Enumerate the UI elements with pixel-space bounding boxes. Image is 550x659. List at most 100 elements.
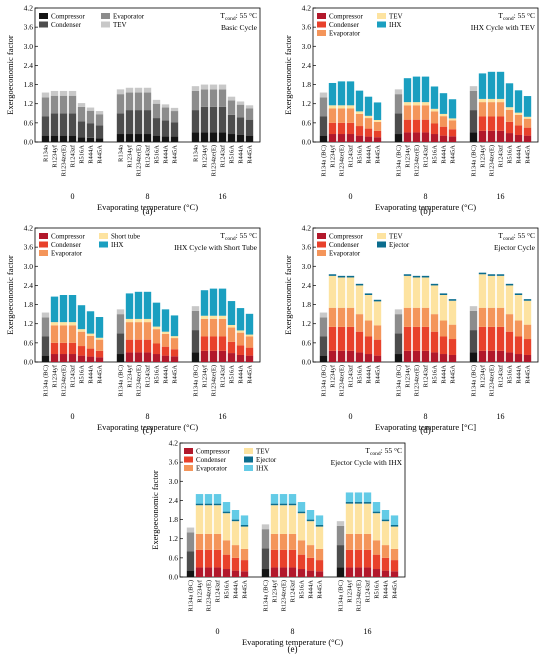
- bar-segment: [514, 295, 523, 321]
- bar-segment: [191, 330, 200, 353]
- bar-segment: [270, 567, 279, 577]
- bar-segment: [231, 510, 240, 520]
- bar-segment: [200, 315, 209, 319]
- category-label: R1234yf: [202, 364, 209, 388]
- bar-segment: [41, 135, 50, 142]
- panel-label: (a): [143, 206, 153, 216]
- bar-segment: [345, 567, 354, 577]
- legend-label: Condenser: [329, 21, 360, 29]
- legend-label: Compressor: [329, 13, 364, 21]
- category-label: R445A: [97, 145, 104, 164]
- bar-segment: [77, 305, 86, 330]
- category-label: R1234ze(E): [136, 365, 143, 396]
- bar-segment: [279, 567, 288, 577]
- bar-segment: [430, 123, 439, 135]
- bar-segment: [390, 524, 399, 527]
- bar-segment: [505, 283, 514, 286]
- y-tick-label: 0.0: [169, 573, 179, 582]
- y-tick-label: 3.6: [169, 458, 179, 467]
- category-label: R444A: [308, 580, 315, 599]
- legend-swatch: [317, 13, 326, 19]
- bar-segment: [505, 352, 514, 362]
- y-axis-title: Exergoeconomic factor: [5, 35, 15, 115]
- legend-swatch: [39, 241, 48, 248]
- bar-segment: [191, 86, 200, 91]
- bar-segment: [161, 355, 170, 362]
- bar-segment: [161, 104, 170, 108]
- bar-segment: [514, 90, 523, 113]
- bar-segment: [403, 326, 412, 351]
- bar-segment: [86, 123, 95, 138]
- bar-segment: [288, 533, 297, 550]
- bar-segment: [134, 110, 143, 135]
- legend-label: IHX: [389, 21, 401, 29]
- bar-segment: [240, 524, 249, 527]
- y-tick-label: 0.6: [169, 553, 179, 562]
- bar-segment: [279, 503, 288, 506]
- bar-segment: [152, 103, 161, 119]
- bar-segment: [448, 136, 457, 142]
- chart-panel-5: 0.0 0.6 1.2 1.8 2.4 3.0 3.6 4.2 Exergoeconomic f…: [150, 439, 406, 654]
- bar-segment: [523, 118, 532, 128]
- bar-segment: [170, 349, 179, 357]
- bar-segment: [430, 134, 439, 142]
- y-tick-label: 0.0: [302, 358, 312, 367]
- bar-segment: [306, 557, 315, 571]
- bar-segment: [403, 105, 412, 120]
- bar-segment: [373, 339, 382, 356]
- bar-segment: [523, 354, 532, 362]
- bar-segment: [364, 128, 373, 137]
- bar-segment: [143, 291, 152, 319]
- category-label: R516A: [79, 145, 86, 164]
- bar-segment: [95, 138, 104, 142]
- bar-segment: [355, 352, 364, 362]
- category-label: R1234ze(E): [136, 145, 143, 176]
- condition-label: Tcond: 55 °C: [498, 231, 535, 242]
- chart-panel-2: 0.0 0.6 1.2 1.8 2.4 3.0 3.6 4.2 Exergoeconomic f…: [283, 4, 539, 216]
- bar-segment: [50, 90, 59, 96]
- bar-segment: [496, 130, 505, 142]
- bar-segment: [345, 492, 354, 503]
- bar-segment: [514, 112, 523, 115]
- bar-segment: [363, 492, 372, 503]
- bar-segment: [328, 105, 337, 109]
- bar-segment: [412, 102, 421, 106]
- category-label: R516A: [229, 145, 236, 164]
- category-label: R1234yf: [405, 144, 412, 168]
- bar-segment: [421, 326, 430, 351]
- category-label: R1234ze(E): [339, 145, 346, 176]
- bar-segment: [261, 524, 270, 530]
- category-label: R516A: [154, 365, 161, 384]
- bar-segment: [279, 505, 288, 534]
- category-label: R516A: [507, 365, 514, 384]
- bar-segment: [346, 122, 355, 135]
- bar-segment: [143, 87, 152, 93]
- category-label: R1243zf: [498, 364, 505, 387]
- category-label: R1243zf: [215, 579, 222, 602]
- bar-segment: [319, 317, 328, 337]
- bar-segment: [373, 121, 382, 131]
- category-label: R1243zf: [70, 144, 77, 167]
- legend-swatch: [39, 233, 48, 239]
- bar-segment: [297, 502, 306, 512]
- y-tick-label: 3.0: [302, 42, 312, 51]
- bar-segment: [209, 315, 218, 319]
- bar-segment: [372, 502, 381, 512]
- category-label: R1243zf: [423, 364, 430, 387]
- bar-segment: [523, 116, 532, 119]
- category-label: R1234ze(E): [489, 365, 496, 396]
- bar-segment: [448, 324, 457, 340]
- bar-segment: [41, 312, 50, 318]
- y-tick-label: 1.2: [24, 99, 34, 108]
- category-label: R1234ze(E): [356, 580, 363, 611]
- y-tick-label: 1.2: [302, 319, 312, 328]
- bar-segment: [200, 132, 209, 142]
- legend-label: TEV: [256, 448, 270, 456]
- group-label: 8: [424, 192, 428, 201]
- category-label: R1234yf: [272, 579, 279, 603]
- panel-label: (b): [420, 206, 431, 216]
- legend-swatch: [317, 30, 326, 36]
- bar-segment: [236, 134, 245, 142]
- bar-segment: [134, 318, 143, 323]
